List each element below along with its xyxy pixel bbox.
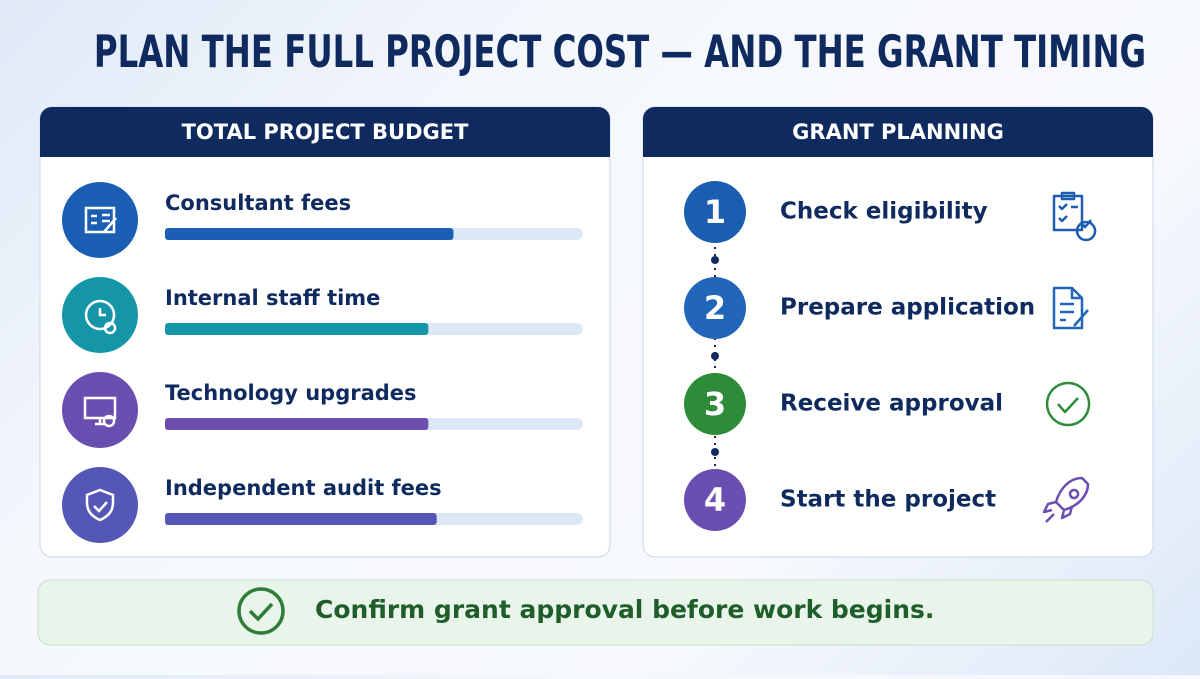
bar-fill xyxy=(165,513,437,525)
item-label: Independent audit fees xyxy=(165,476,442,500)
budget-title: TOTAL PROJECT BUDGET xyxy=(182,120,470,144)
step-number: 4 xyxy=(704,481,726,519)
item-glyph xyxy=(85,488,115,522)
item-glyph xyxy=(84,299,117,335)
timeline-dot xyxy=(711,352,719,360)
step-number: 1 xyxy=(704,193,726,231)
bar-fill xyxy=(165,418,429,430)
budget-header xyxy=(40,107,610,157)
title: PLAN THE FULL PROJECT COST — AND THE GRA… xyxy=(94,25,1146,78)
step-icon xyxy=(1052,191,1097,242)
step-icon xyxy=(1045,381,1091,427)
step-label: Prepare application xyxy=(780,295,1035,321)
item-glyph xyxy=(83,396,117,428)
timeline-dot xyxy=(711,448,719,456)
step-label: Start the project xyxy=(780,487,996,513)
step-label: Receive approval xyxy=(780,391,1003,417)
item-glyph xyxy=(84,206,117,234)
step-number: 2 xyxy=(704,289,726,327)
step-circle xyxy=(684,469,746,531)
timeline-dot xyxy=(711,256,719,264)
item-label: Consultant fees xyxy=(165,191,351,215)
footer-text: Confirm grant approval before work begin… xyxy=(315,595,934,624)
item-label: Internal staff time xyxy=(165,286,380,310)
check-icon xyxy=(237,587,285,635)
bar-fill xyxy=(165,228,454,240)
grant-title: GRANT PLANNING xyxy=(792,120,1004,144)
check-mark xyxy=(248,602,274,622)
step-circle xyxy=(684,373,746,435)
item-label: Technology upgrades xyxy=(165,381,417,405)
step-number: 3 xyxy=(704,385,726,423)
item-icon xyxy=(62,372,138,448)
item-icon xyxy=(62,467,138,543)
step-circle xyxy=(684,181,746,243)
item-icon xyxy=(62,182,138,258)
step-circle xyxy=(684,277,746,339)
grant-header xyxy=(643,107,1153,157)
step-icon xyxy=(1042,476,1090,523)
step-label: Check eligibility xyxy=(780,199,988,225)
footer-banner xyxy=(37,579,1154,646)
bar-fill xyxy=(165,323,429,335)
step-icon xyxy=(1052,286,1089,330)
